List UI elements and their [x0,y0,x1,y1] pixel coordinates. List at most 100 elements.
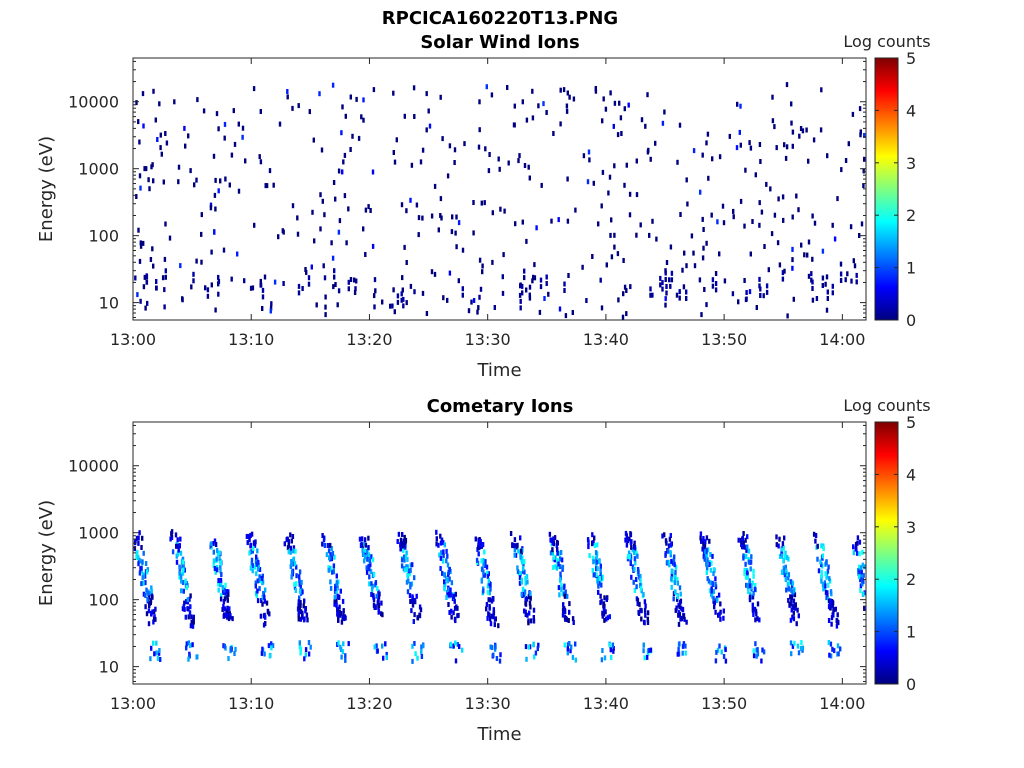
heatmap-cell [341,104,344,110]
heatmap-cell [785,555,789,560]
heatmap-cell [497,156,500,162]
heatmap-cell [827,640,830,645]
heatmap-cell [402,547,405,553]
heatmap-cell [765,283,769,289]
heatmap-cell [827,598,831,604]
heatmap-cell [633,545,637,550]
heatmap-cell [287,539,291,545]
heatmap-cell [447,570,450,576]
heatmap-cell [258,567,262,572]
heatmap-cell [792,610,795,616]
heatmap-cell [717,592,721,598]
heatmap-cell [571,654,575,660]
heatmap-cell [446,553,449,559]
heatmap-cell [574,657,577,663]
heatmap-cell [273,279,277,285]
heatmap-cell [820,578,823,584]
heatmap-cell [788,601,791,607]
heatmap-cell [347,641,350,647]
heatmap-cell [527,644,531,650]
heatmap-cell [290,561,293,566]
heatmap-cell [225,589,228,594]
heatmap-cell [158,648,161,653]
heatmap-cell [567,273,570,278]
heatmap-cell [636,553,639,559]
heatmap-cell [227,616,231,622]
heatmap-cell [799,645,803,651]
heatmap-cell [714,609,717,615]
heatmap-cell [702,541,705,547]
heatmap-cell [327,567,330,573]
heatmap-cell [336,606,340,612]
heatmap-cell [625,288,628,293]
heatmap-cell [405,564,408,570]
heatmap-cell [392,90,395,96]
heatmap-cell [371,557,375,563]
heatmap-cell [664,302,667,308]
heatmap-cell [609,647,612,653]
heatmap-cell [755,305,758,310]
heatmap-cell [669,550,672,556]
heatmap-cell [141,559,144,565]
heatmap-cell [181,567,185,573]
heatmap-cell [556,547,559,552]
heatmap-cell [318,91,321,97]
heatmap-cell [450,608,453,614]
colorbar-tick-label: 2 [906,206,916,225]
heatmap-cell [635,584,638,590]
heatmap-cell [378,591,381,597]
heatmap-cell [625,542,629,548]
heatmap-cell [137,540,140,546]
heatmap-cell [701,546,704,552]
heatmap-cell [682,613,685,619]
heatmap-cell [603,595,606,601]
heatmap-cell [558,551,561,557]
heatmap-cell [789,594,792,600]
heatmap-cell [337,617,340,623]
heatmap-cell [566,176,569,182]
heatmap-cell [266,609,270,615]
heatmap-cell [712,571,715,577]
heatmap-cell [523,163,527,168]
heatmap-cell [666,559,669,565]
heatmap-cell [574,641,577,647]
heatmap-cell [440,550,443,556]
heatmap-cell [832,612,835,618]
heatmap-cell [367,545,370,550]
heatmap-cell [754,617,757,623]
heatmap-cell [341,169,344,175]
heatmap-cell [430,269,434,275]
heatmap-cell [525,287,528,293]
heatmap-cell [217,291,220,297]
heatmap-cell [188,610,192,616]
heatmap-cell [361,547,364,553]
heatmap-cell [670,576,673,582]
heatmap-cell [825,307,829,313]
heatmap-cell [633,550,636,556]
heatmap-cell [184,578,187,584]
heatmap-cell [559,564,562,570]
heatmap-cell [800,242,803,248]
heatmap-cell [324,294,327,300]
heatmap-cell [846,271,849,277]
heatmap-cell [333,598,337,604]
heatmap-cell [446,173,450,179]
heatmap-cell [596,566,599,572]
heatmap-cell [752,606,755,612]
heatmap-cell [550,218,553,224]
heatmap-cell [156,137,159,142]
heatmap-cell [619,115,623,121]
heatmap-cell [250,531,254,537]
heatmap-cell [433,271,437,277]
heatmap-cell [340,130,343,136]
colorbar-tick-label: 0 [906,311,916,330]
heatmap-cell [705,562,708,568]
heatmap-cell [561,564,565,570]
heatmap-cell [857,564,861,570]
heatmap-cell [299,588,302,594]
heatmap-cell [837,651,840,657]
heatmap-cell [646,654,649,660]
heatmap-cell [491,210,494,216]
heatmap-cell [370,592,373,597]
heatmap-cell [551,550,554,556]
